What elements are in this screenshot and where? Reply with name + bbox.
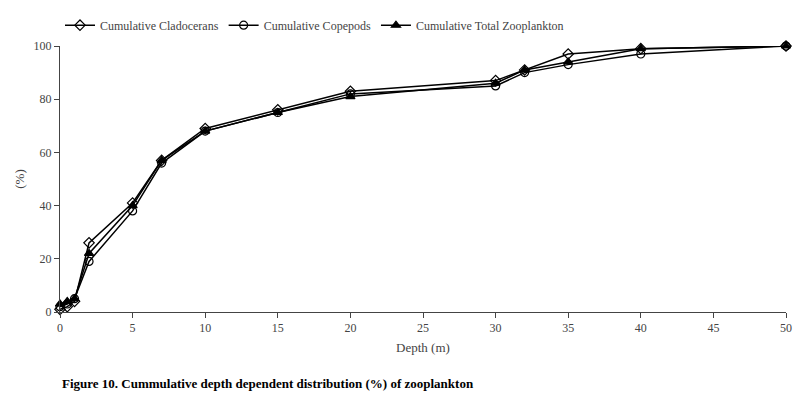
svg-text:40: 40 — [635, 321, 647, 335]
svg-text:50: 50 — [780, 321, 792, 335]
svg-text:Figure 10. Cummulative depth d: Figure 10. Cummulative depth dependent d… — [62, 376, 474, 391]
svg-text:(%): (%) — [12, 169, 27, 189]
svg-text:45: 45 — [707, 321, 719, 335]
svg-text:0: 0 — [46, 305, 52, 319]
svg-text:35: 35 — [562, 321, 574, 335]
svg-text:5: 5 — [130, 321, 136, 335]
svg-text:100: 100 — [34, 39, 52, 53]
svg-text:Depth (m): Depth (m) — [396, 340, 450, 355]
svg-text:25: 25 — [417, 321, 429, 335]
svg-text:60: 60 — [40, 146, 52, 160]
svg-text:Cumulative Copepods: Cumulative Copepods — [264, 19, 371, 33]
svg-text:20: 20 — [344, 321, 356, 335]
svg-text:0: 0 — [57, 321, 63, 335]
svg-text:30: 30 — [490, 321, 502, 335]
svg-text:20: 20 — [40, 252, 52, 266]
svg-text:40: 40 — [40, 199, 52, 213]
svg-text:15: 15 — [272, 321, 284, 335]
svg-text:80: 80 — [40, 92, 52, 106]
svg-text:Cumulative Cladocerans: Cumulative Cladocerans — [100, 19, 219, 33]
svg-text:10: 10 — [199, 321, 211, 335]
svg-text:Cumulative Total Zooplankton: Cumulative Total Zooplankton — [416, 19, 564, 33]
